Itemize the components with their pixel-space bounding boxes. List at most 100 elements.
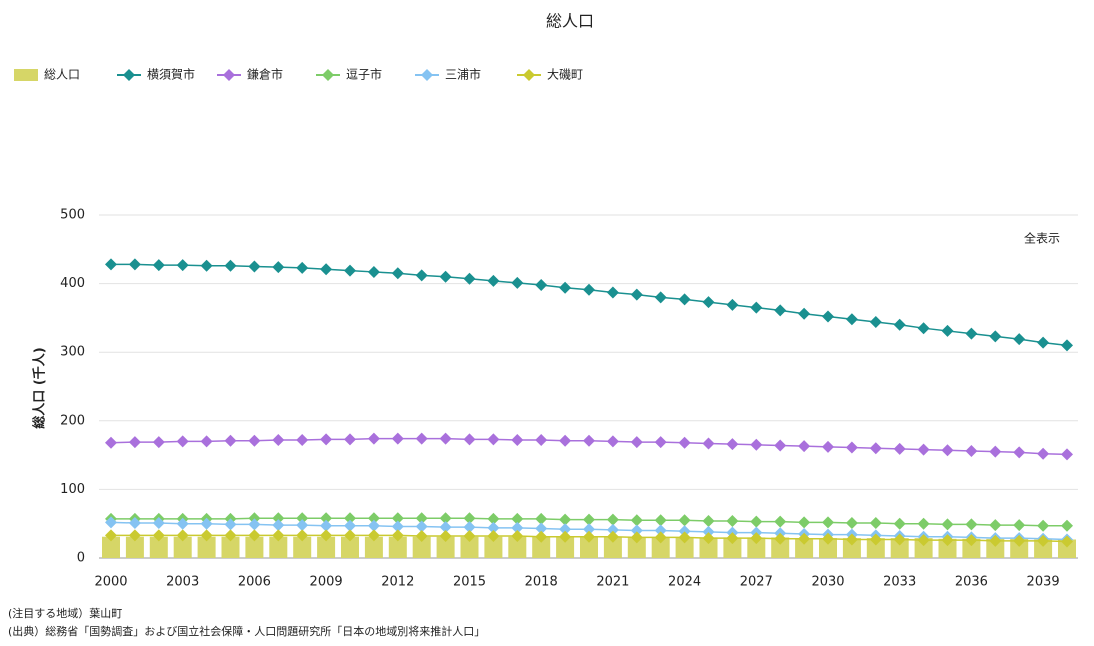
point [176, 529, 189, 542]
bar [245, 536, 264, 558]
point [774, 304, 787, 317]
point [678, 514, 691, 527]
bar [532, 536, 551, 558]
y-tick-label: 500 [60, 208, 85, 223]
point [606, 286, 619, 299]
reset-button[interactable] [1010, 226, 1074, 252]
point [128, 517, 141, 530]
point [869, 517, 882, 530]
point [296, 512, 309, 525]
point [224, 529, 237, 542]
point [1013, 446, 1026, 459]
point [367, 432, 380, 445]
point [774, 439, 787, 452]
point [391, 520, 404, 533]
point [941, 444, 954, 457]
point [1013, 534, 1026, 547]
bar [556, 536, 575, 558]
bar [962, 538, 981, 558]
point [702, 437, 715, 450]
point [845, 517, 858, 530]
point [965, 444, 978, 457]
point [917, 322, 930, 335]
point [606, 523, 619, 536]
note: (出典）総務省「国勢調査」および国立社会保障・人口問題研究所「日本の地域別将来推… [8, 624, 485, 638]
bar [938, 538, 957, 558]
point [726, 298, 739, 311]
point [822, 516, 834, 529]
point [559, 281, 572, 294]
legend-swatch [14, 69, 38, 81]
point [200, 435, 213, 448]
point [463, 521, 476, 534]
y-tick-label: 0 [77, 551, 85, 566]
point [535, 522, 548, 535]
legend-swatch [322, 69, 334, 81]
x-tick-label: 2024 [668, 575, 701, 590]
x-tick-label: 2015 [453, 575, 486, 590]
point [822, 310, 834, 323]
point [391, 512, 404, 525]
legend-label: 横須賀市 [147, 67, 195, 82]
bar [125, 536, 144, 558]
y-tick-label: 300 [60, 345, 85, 360]
x-tick-label: 2012 [381, 575, 414, 590]
point [630, 514, 643, 527]
point [224, 259, 237, 272]
point [630, 524, 643, 537]
point [750, 532, 763, 545]
point [248, 529, 261, 542]
point [869, 442, 882, 455]
point [391, 529, 404, 542]
bar [508, 536, 527, 558]
bar [102, 536, 120, 558]
reset-button-label[interactable]: 全表示 [1024, 231, 1060, 246]
point [415, 520, 428, 533]
point [391, 267, 404, 280]
point [248, 518, 261, 531]
point [128, 258, 141, 271]
point [463, 512, 476, 525]
point [367, 512, 380, 525]
point [678, 293, 691, 306]
bar [149, 536, 168, 558]
point [798, 532, 811, 545]
bar [914, 538, 933, 558]
point [798, 516, 811, 529]
point [176, 259, 189, 272]
point [822, 440, 834, 453]
point [511, 512, 524, 525]
point [654, 514, 667, 527]
point [535, 278, 548, 291]
point [893, 533, 906, 546]
point [248, 434, 261, 447]
point [511, 434, 524, 447]
point [917, 443, 930, 456]
point [415, 432, 428, 445]
point [344, 433, 356, 446]
point [893, 517, 906, 530]
point [606, 530, 619, 543]
bar [293, 536, 312, 558]
bar [269, 536, 288, 558]
point [1061, 519, 1073, 532]
point [606, 513, 619, 526]
point [941, 324, 954, 337]
bar [173, 536, 192, 558]
point [487, 274, 500, 287]
bar [627, 537, 646, 558]
point [152, 529, 165, 542]
chart-title: 総人口 [546, 12, 594, 31]
point [105, 258, 117, 271]
legend-label: 大磯町 [547, 68, 583, 82]
point [798, 307, 811, 320]
point [654, 531, 667, 544]
point [750, 515, 763, 528]
point [845, 533, 858, 546]
legend-swatch [523, 69, 535, 81]
point [1037, 336, 1050, 349]
bar [771, 537, 790, 558]
point [535, 434, 548, 447]
point [320, 263, 333, 276]
